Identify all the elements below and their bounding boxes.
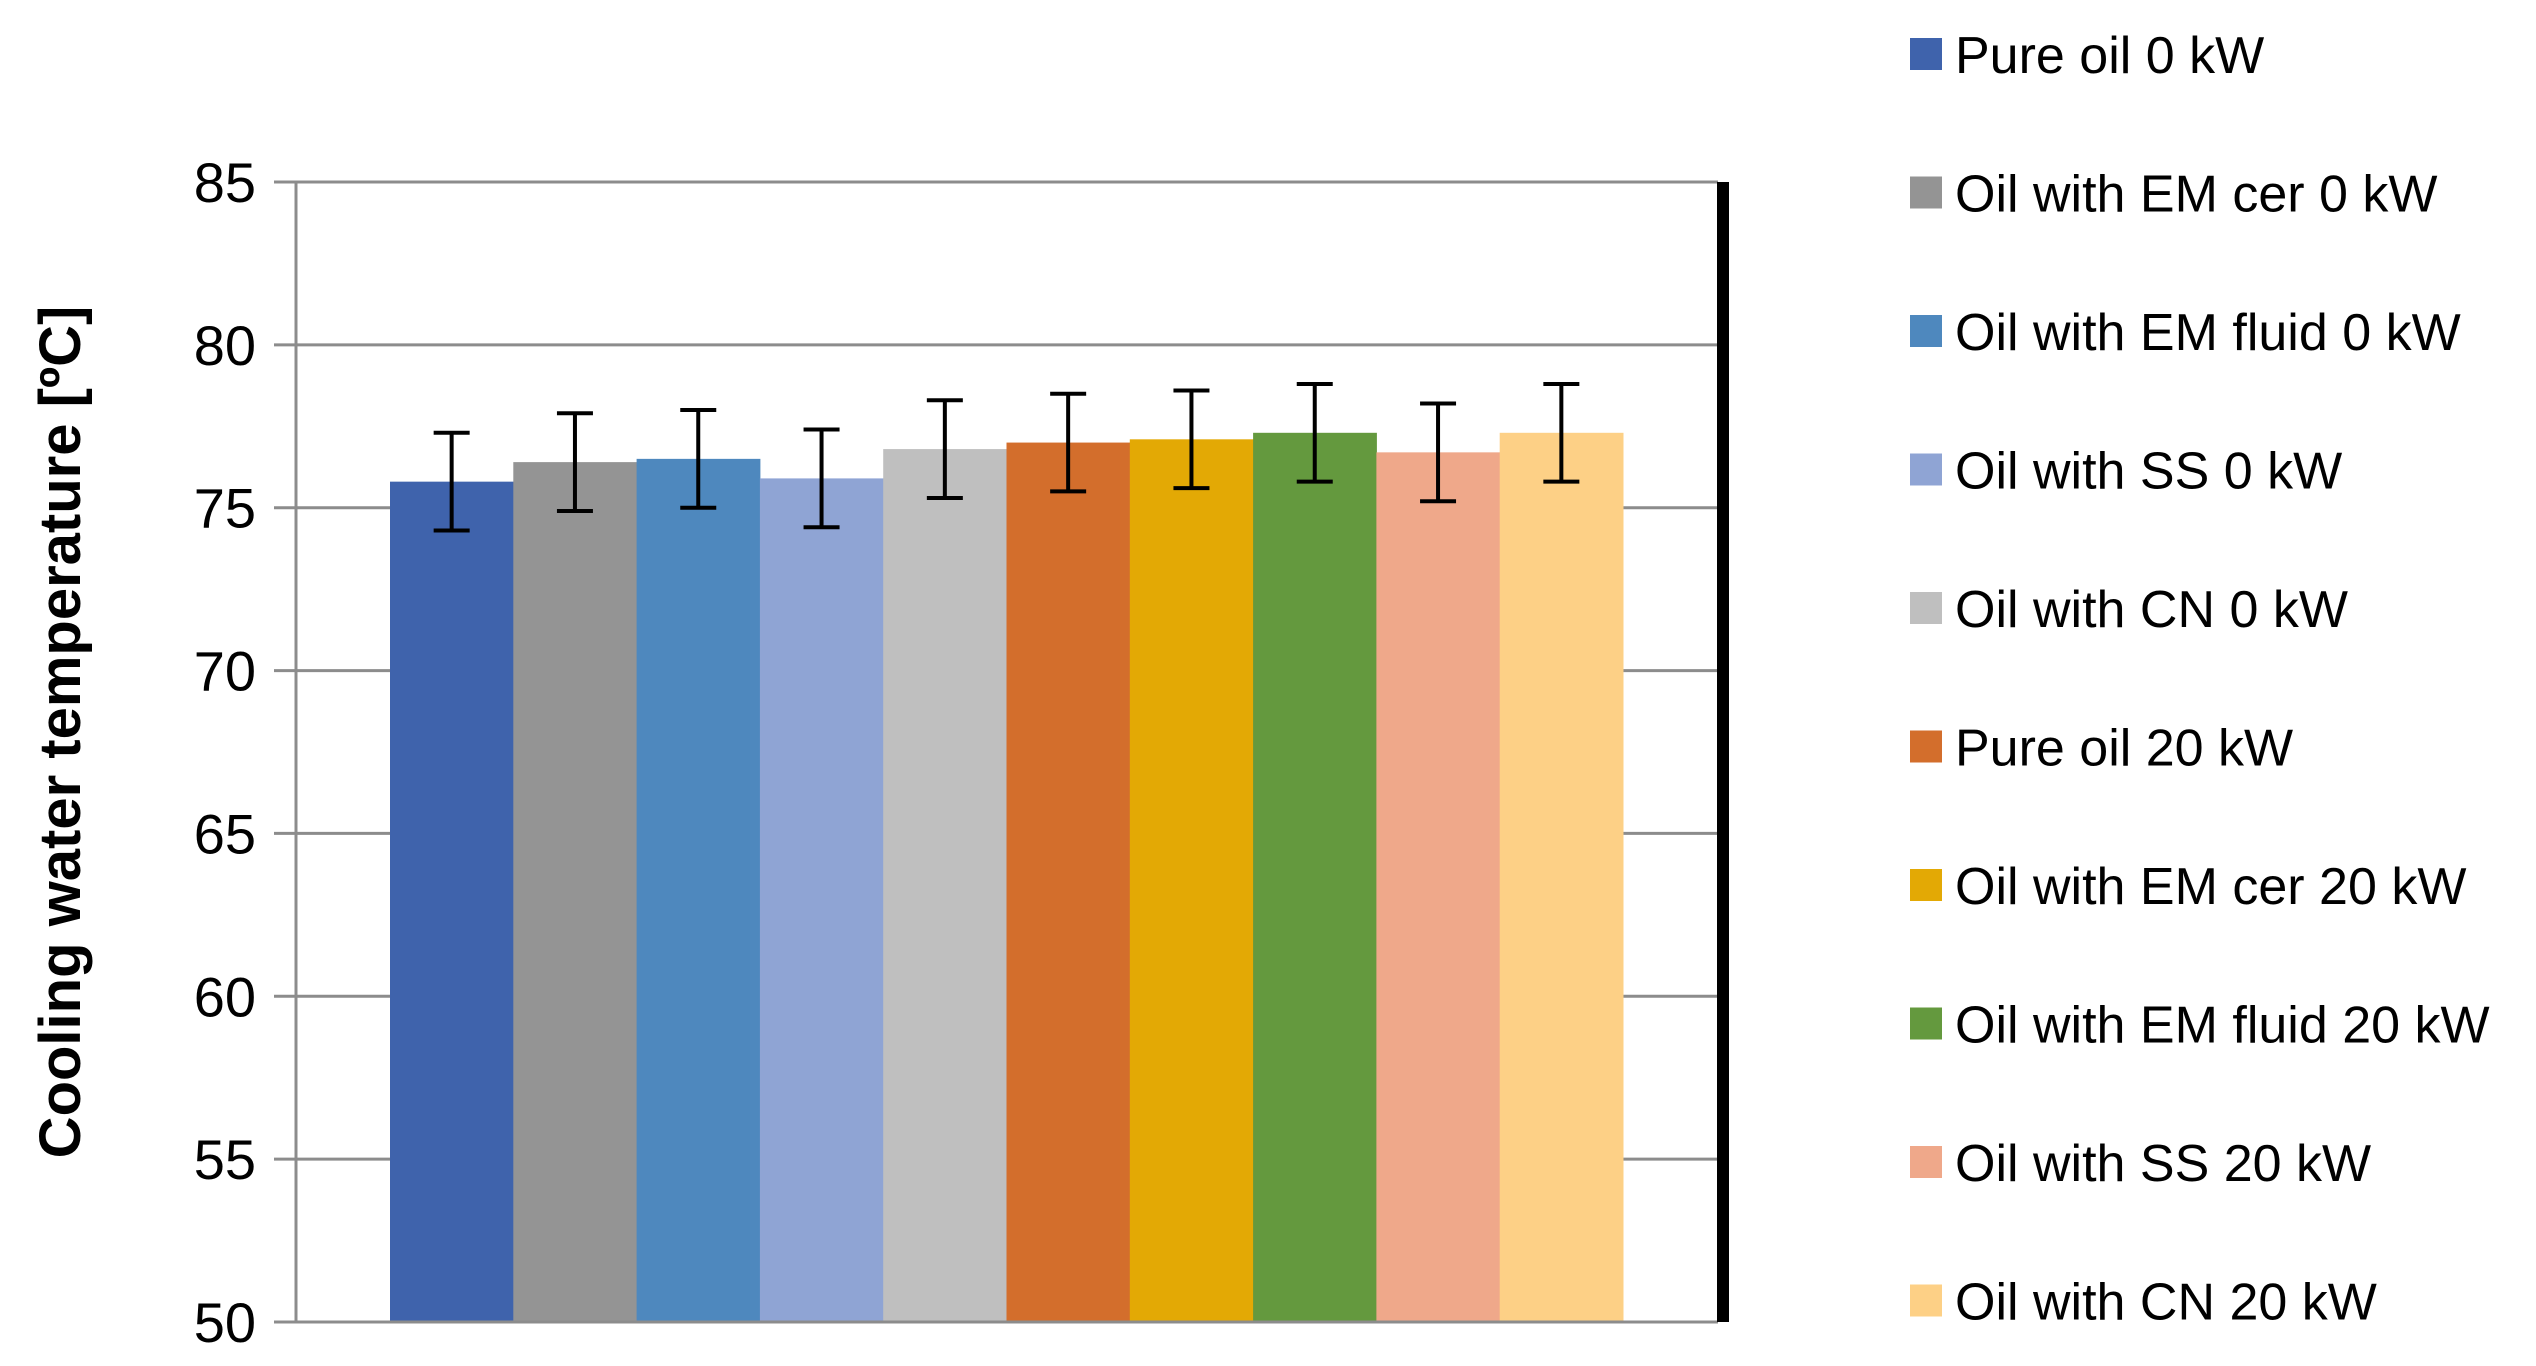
bar [1129,439,1254,1322]
y-axis-ticks: 50 55 60 65 70 75 80 85 [194,151,296,1354]
bar [1006,442,1131,1323]
legend-swatch [1910,315,1942,347]
y-tick-label: 60 [194,965,256,1028]
legend-label: Oil with SS 0 kW [1955,443,2342,501]
bar [759,478,884,1322]
legend-label: Oil with EM cer 0 kW [1955,166,2438,224]
legend-label: Oil with EM fluid 0 kW [1955,304,2461,362]
legend-label: Oil with EM cer 20 kW [1955,858,2466,916]
y-tick-label: 65 [194,802,256,865]
legend-swatch [1910,869,1942,901]
legend-label: Oil with EM fluid 20 kW [1955,997,2490,1055]
y-axis-title: Cooling water temperature [ºC] [28,306,93,1159]
legend-label: Pure oil 0 kW [1955,27,2264,85]
legend-label: Oil with CN 20 kW [1955,1274,2377,1332]
legend-swatch [1910,730,1942,763]
legend-label: Oil with SS 20 kW [1955,1135,2371,1193]
bars [390,432,1624,1323]
bar [1499,432,1624,1322]
bar [1253,432,1377,1322]
legend-swatch [1910,1146,1942,1178]
bar [636,458,761,1322]
bar [390,481,514,1323]
y-tick-label: 75 [194,477,256,540]
bar [1376,452,1501,1322]
legend-swatch [1910,176,1942,209]
legend-swatch [1910,453,1942,486]
error-bars [433,381,1580,533]
legend: Pure oil 0 kW Oil with EM cer 0 kW Oil wit… [1910,27,2490,1332]
y-tick-label: 80 [194,314,256,377]
legend-label: Pure oil 20 kW [1955,720,2293,778]
legend-swatch [1910,1007,1942,1040]
y-tick-label: 70 [194,640,256,703]
legend-swatch [1910,1284,1942,1317]
y-tick-label: 55 [194,1128,256,1191]
y-tick-label: 85 [194,151,256,214]
bar [513,462,638,1323]
legend-swatch [1910,38,1942,70]
bar [883,449,1007,1323]
legend-swatch [1910,592,1942,624]
axes [294,182,1729,1324]
y-tick-label: 50 [194,1291,256,1354]
legend-label: Oil with CN 0 kW [1955,581,2348,639]
